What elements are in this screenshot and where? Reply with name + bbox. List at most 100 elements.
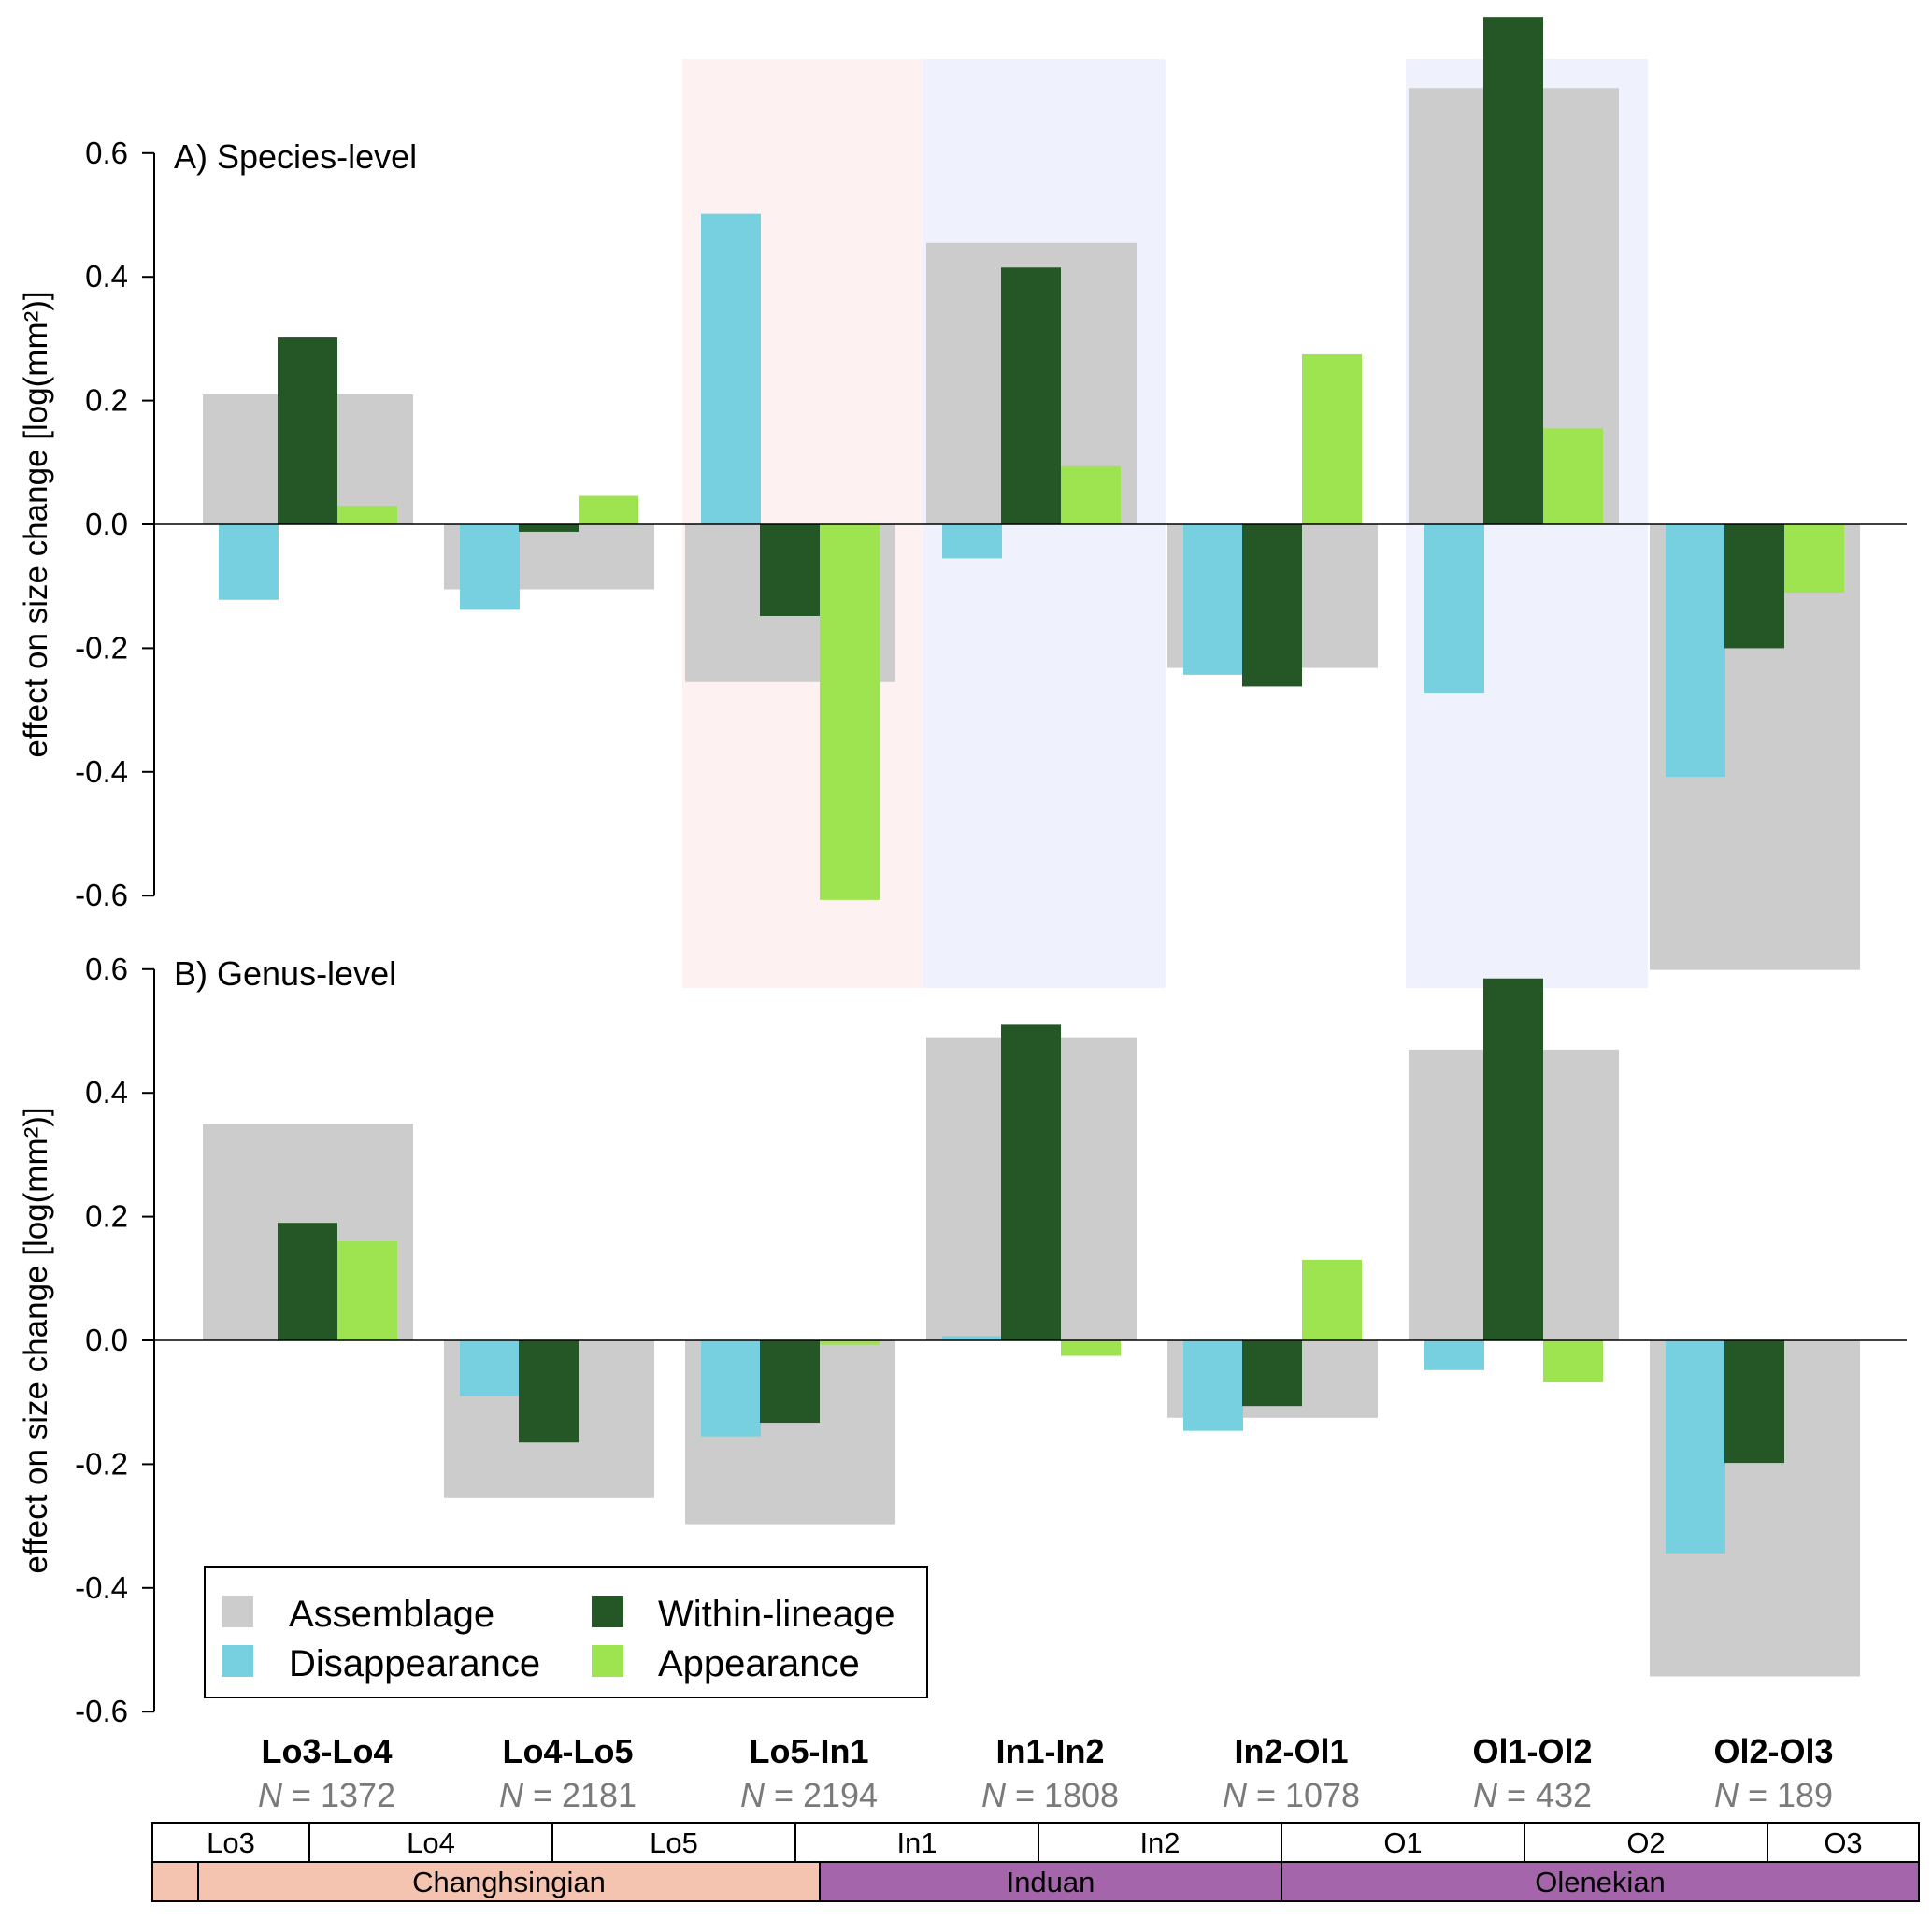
genus-appearance-bar-ol1-ol2 xyxy=(1543,1340,1603,1382)
legend-label-appearance: Appearance xyxy=(658,1643,860,1684)
sample-size-lo5-in1: N = 2194 xyxy=(740,1776,878,1814)
stage-label-changhsingian: Changhsingian xyxy=(412,1866,606,1898)
genus-disappearance-bar-ol1-ol2 xyxy=(1424,1340,1484,1370)
substage-cell-lo3 xyxy=(151,1822,310,1863)
species-disappearance-bar-ol1-ol2 xyxy=(1424,524,1484,694)
legend-label-disappearance: Disappearance xyxy=(289,1643,540,1684)
interval-label-lo3-lo4: Lo3-Lo4 xyxy=(262,1732,393,1770)
interval-label-in1-in2: In1-In2 xyxy=(995,1732,1104,1770)
substage-label-lo5: Lo5 xyxy=(650,1826,698,1859)
sample-size-value: = 1808 xyxy=(1006,1776,1119,1814)
sample-size-lo4-lo5: N = 2181 xyxy=(499,1776,637,1814)
species-y-tick-label: 0.0 xyxy=(85,507,128,541)
genus-disappearance-bar-in1-in2 xyxy=(942,1336,1002,1340)
sample-size-ol2-ol3: N = 189 xyxy=(1714,1776,1833,1814)
genus-disappearance-bar-in2-ol1 xyxy=(1183,1340,1243,1431)
species-disappearance-bar-lo5-in1 xyxy=(701,213,761,524)
genus-within-bar-ol2-ol3 xyxy=(1724,1340,1784,1464)
stage-cell-olenekian xyxy=(1281,1861,1920,1902)
species-disappearance-bar-ol2-ol3 xyxy=(1666,524,1725,778)
sample-size-prefix: N xyxy=(740,1776,766,1814)
legend-swatch-assemblage xyxy=(222,1596,253,1627)
axes-layer xyxy=(142,151,1907,1713)
genus-disappearance-bar-ol2-ol3 xyxy=(1666,1340,1725,1554)
stratigraphy-bar: Lo3 Lo4 Lo5 In1 In2 O1 O2 O3 Changhsingian Induan… xyxy=(151,1822,1920,1902)
interval-label-in2-ol1: In2-Ol1 xyxy=(1234,1732,1348,1770)
species-appearance-bar-in2-ol1 xyxy=(1302,353,1362,524)
substage-label-lo4: Lo4 xyxy=(407,1826,455,1859)
genus-y-tick-label: 0.2 xyxy=(85,1199,128,1234)
substage-label-in2: In2 xyxy=(1139,1826,1180,1859)
legend-label-within: Within-lineage xyxy=(658,1594,894,1635)
genus-y-tick-label: -0.4 xyxy=(75,1570,128,1605)
genus-y-tick-label: 0.0 xyxy=(85,1323,128,1357)
genus-within-bar-in1-in2 xyxy=(1001,1024,1061,1340)
legend-swatch-appearance xyxy=(592,1645,623,1677)
bar-layer xyxy=(203,17,1860,1677)
substage-cell-o2 xyxy=(1524,1822,1768,1863)
legend-swatch-within xyxy=(592,1596,623,1627)
sample-size-prefix: N xyxy=(1223,1776,1248,1814)
sample-size-prefix: N xyxy=(499,1776,524,1814)
sample-size-value: = 1078 xyxy=(1247,1776,1360,1814)
species-y-axis-title: effect on size change [log(mm²)] xyxy=(18,291,54,757)
genus-disappearance-bar-lo5-in1 xyxy=(701,1340,761,1437)
interval-label-lo4-lo5: Lo4-Lo5 xyxy=(503,1732,634,1770)
species-y-tick-label: 0.4 xyxy=(85,259,128,294)
interval-label-lo5-in1: Lo5-In1 xyxy=(749,1732,868,1770)
substage-label-o2: O2 xyxy=(1626,1826,1665,1859)
legend-swatch-disappearance xyxy=(222,1645,253,1677)
stage-cell-changhsingian-start xyxy=(151,1861,199,1902)
substage-label-in1: In1 xyxy=(896,1826,937,1859)
genus-within-bar-in2-ol1 xyxy=(1242,1340,1302,1407)
species-disappearance-bar-in1-in2 xyxy=(942,524,1002,559)
species-disappearance-bar-in2-ol1 xyxy=(1183,524,1243,675)
sample-size-value: = 2181 xyxy=(523,1776,637,1814)
species-y-tick-label: -0.2 xyxy=(75,630,128,665)
species-appearance-bar-lo3-lo4 xyxy=(337,506,397,524)
interval-label-ol2-ol3: Ol2-Ol3 xyxy=(1713,1732,1833,1770)
genus-y-tick-label: -0.2 xyxy=(75,1446,128,1481)
species-appearance-bar-lo5-in1 xyxy=(820,524,880,900)
genus-disappearance-bar-lo4-lo5 xyxy=(460,1340,520,1396)
sample-size-in1-in2: N = 1808 xyxy=(981,1776,1119,1814)
genus-panel-title: B) Genus-level xyxy=(174,954,396,993)
sample-size-in2-ol1: N = 1078 xyxy=(1223,1776,1360,1814)
species-y-tick-label: -0.6 xyxy=(75,878,128,912)
substage-cell-lo5 xyxy=(551,1822,796,1863)
species-within-bar-lo4-lo5 xyxy=(519,524,579,532)
sample-size-prefix: N xyxy=(1473,1776,1498,1814)
stage-cell-changhsingian xyxy=(197,1861,821,1902)
interval-label-ol1-ol2: Ol1-Ol2 xyxy=(1472,1732,1592,1770)
genus-within-bar-lo4-lo5 xyxy=(519,1340,579,1443)
legend-label-assemblage: Assemblage xyxy=(289,1594,494,1635)
genus-y-tick-label: 0.6 xyxy=(85,952,128,986)
substage-label-o3: O3 xyxy=(1824,1826,1862,1859)
species-panel-title: A) Species-level xyxy=(174,137,417,176)
genus-within-bar-lo5-in1 xyxy=(760,1340,820,1424)
legend-box xyxy=(204,1566,928,1698)
genus-appearance-bar-lo3-lo4 xyxy=(337,1241,397,1340)
substage-label-lo3: Lo3 xyxy=(207,1826,255,1859)
genus-appearance-bar-in2-ol1 xyxy=(1302,1259,1362,1340)
genus-within-bar-lo3-lo4 xyxy=(278,1223,337,1340)
sample-size-prefix: N xyxy=(981,1776,1007,1814)
species-y-tick-label: 0.2 xyxy=(85,383,128,418)
species-within-bar-lo5-in1 xyxy=(760,524,820,616)
genus-within-bar-ol1-ol2 xyxy=(1483,978,1543,1340)
species-within-bar-in1-in2 xyxy=(1001,267,1061,524)
legend: Assemblage Disappearance Within-lineage App… xyxy=(204,1566,928,1698)
species-appearance-bar-ol2-ol3 xyxy=(1784,524,1844,593)
genus-y-axis-title: effect on size change [log(mm²)] xyxy=(18,1107,54,1573)
sample-size-ol1-ol2: N = 432 xyxy=(1473,1776,1592,1814)
stage-cell-induan xyxy=(819,1861,1282,1902)
species-within-bar-ol2-ol3 xyxy=(1724,524,1784,649)
sample-size-prefix: N xyxy=(258,1776,283,1814)
sample-size-value: = 1372 xyxy=(282,1776,395,1814)
species-y-tick-label: -0.4 xyxy=(75,754,128,789)
genus-appearance-bar-in1-in2 xyxy=(1061,1340,1121,1356)
species-within-bar-in2-ol1 xyxy=(1242,524,1302,687)
substage-label-o1: O1 xyxy=(1383,1826,1422,1859)
